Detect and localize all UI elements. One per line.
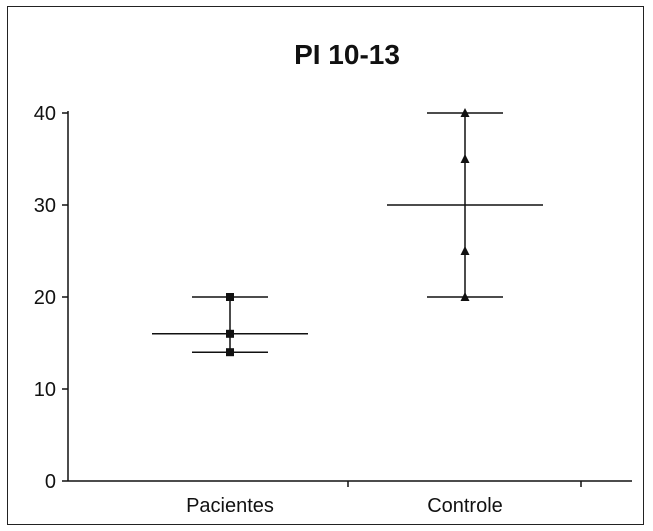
data-point-triangle <box>460 108 470 117</box>
x-tick-label: Pacientes <box>186 495 274 517</box>
y-tick-label: 0 <box>45 471 56 493</box>
y-tick-label: 20 <box>34 287 56 309</box>
y-tick-label: 40 <box>34 103 56 125</box>
data-point-square <box>226 329 234 338</box>
series-controle <box>387 108 543 301</box>
data-point-square <box>226 293 234 301</box>
chart-title: PI 10-13 <box>294 39 400 70</box>
axes: 0 10 20 30 40 Pacientes Controle <box>34 103 632 517</box>
y-tick-label: 10 <box>34 379 56 401</box>
chart-frame: PI 10-13 0 10 20 30 40 Pacientes Controle <box>7 6 644 525</box>
data-point-triangle <box>460 154 470 163</box>
data-point-square <box>226 348 234 357</box>
scatter-plot: PI 10-13 0 10 20 30 40 Pacientes Controle <box>34 39 632 517</box>
data-point-triangle <box>460 292 470 301</box>
data-marks <box>152 108 543 357</box>
y-tick-label: 30 <box>34 195 56 217</box>
series-pacientes <box>152 293 308 357</box>
data-point-triangle <box>460 246 470 255</box>
x-tick-label: Controle <box>427 495 503 517</box>
